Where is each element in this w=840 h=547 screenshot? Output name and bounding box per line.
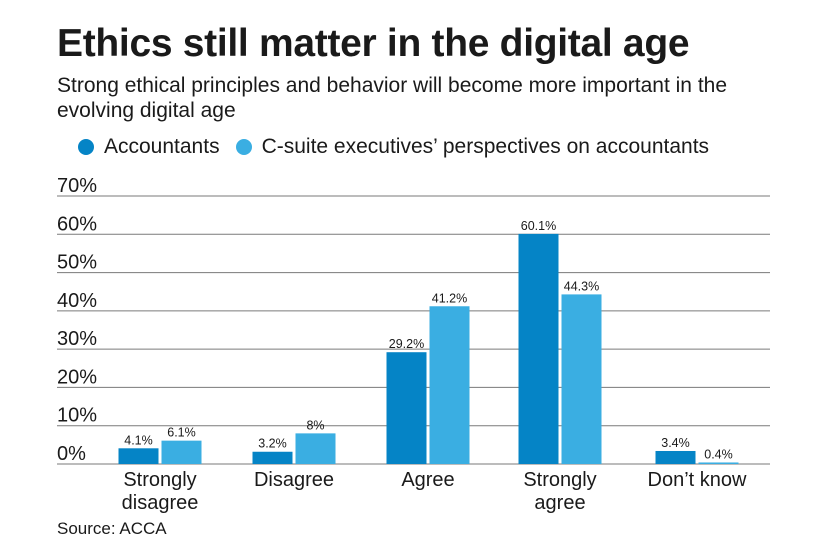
data-label: 3.2% bbox=[258, 437, 287, 451]
data-label: 4.1% bbox=[124, 433, 153, 447]
bar-csuite bbox=[561, 294, 602, 464]
category-label-line: Don’t know bbox=[648, 469, 747, 491]
chart-subtitle: Strong ethical principles and behavior w… bbox=[57, 74, 728, 122]
legend-swatch-accountants bbox=[78, 139, 94, 155]
category-label-line: agree bbox=[534, 492, 585, 514]
chart-title: Ethics still matter in the digital age bbox=[57, 22, 690, 65]
bar-csuite bbox=[161, 440, 202, 464]
legend: Accountants C-suite executives’ perspect… bbox=[78, 135, 725, 159]
bar-accountants bbox=[252, 451, 293, 464]
bar-accountants bbox=[518, 233, 559, 464]
legend-item-accountants: Accountants bbox=[78, 135, 220, 159]
category-label: Don’t know bbox=[648, 469, 747, 491]
legend-label-csuite: C-suite executives’ perspectives on acco… bbox=[261, 135, 710, 158]
legend-swatch-csuite bbox=[235, 139, 252, 155]
category-label-line: disagree bbox=[122, 492, 199, 514]
data-label: 44.3% bbox=[564, 279, 599, 293]
y-tick-label: 0% bbox=[57, 443, 86, 465]
data-label: 41.2% bbox=[432, 291, 467, 305]
y-tick-label: 40% bbox=[57, 290, 97, 312]
bar-accountants bbox=[655, 450, 696, 464]
data-label: 29.2% bbox=[389, 337, 424, 351]
bar-accountants bbox=[386, 352, 427, 464]
legend-label-accountants: Accountants bbox=[104, 135, 220, 158]
bar-accountants bbox=[118, 448, 159, 464]
y-tick-label: 60% bbox=[57, 213, 97, 235]
legend-item-csuite: C-suite executives’ perspectives on acco… bbox=[235, 135, 710, 159]
source-note: Source: ACCA bbox=[57, 519, 167, 538]
y-tick-label: 20% bbox=[57, 366, 97, 388]
category-label: Strongly disagree bbox=[122, 469, 199, 514]
data-label: 60.1% bbox=[521, 219, 556, 233]
category-label-line: Strongly bbox=[523, 469, 596, 491]
category-label: Agree bbox=[401, 469, 454, 491]
y-tick-label: 10% bbox=[57, 405, 97, 427]
category-label-line: Strongly bbox=[123, 469, 196, 491]
category-label: Disagree bbox=[254, 469, 334, 491]
category-label-line: Agree bbox=[401, 469, 454, 491]
y-tick-label: 70% bbox=[57, 175, 97, 197]
y-tick-label: 50% bbox=[57, 252, 97, 274]
data-label: 6.1% bbox=[167, 426, 196, 440]
y-tick-label: 30% bbox=[57, 328, 97, 350]
data-label: 8% bbox=[306, 418, 324, 432]
category-label: Strongly agree bbox=[523, 469, 596, 514]
bar-csuite bbox=[429, 306, 470, 464]
category-label-line: Disagree bbox=[254, 469, 334, 491]
bar-csuite bbox=[698, 462, 739, 464]
data-label: 3.4% bbox=[661, 436, 690, 450]
data-label: 0.4% bbox=[704, 447, 733, 461]
bar-csuite bbox=[295, 433, 336, 464]
